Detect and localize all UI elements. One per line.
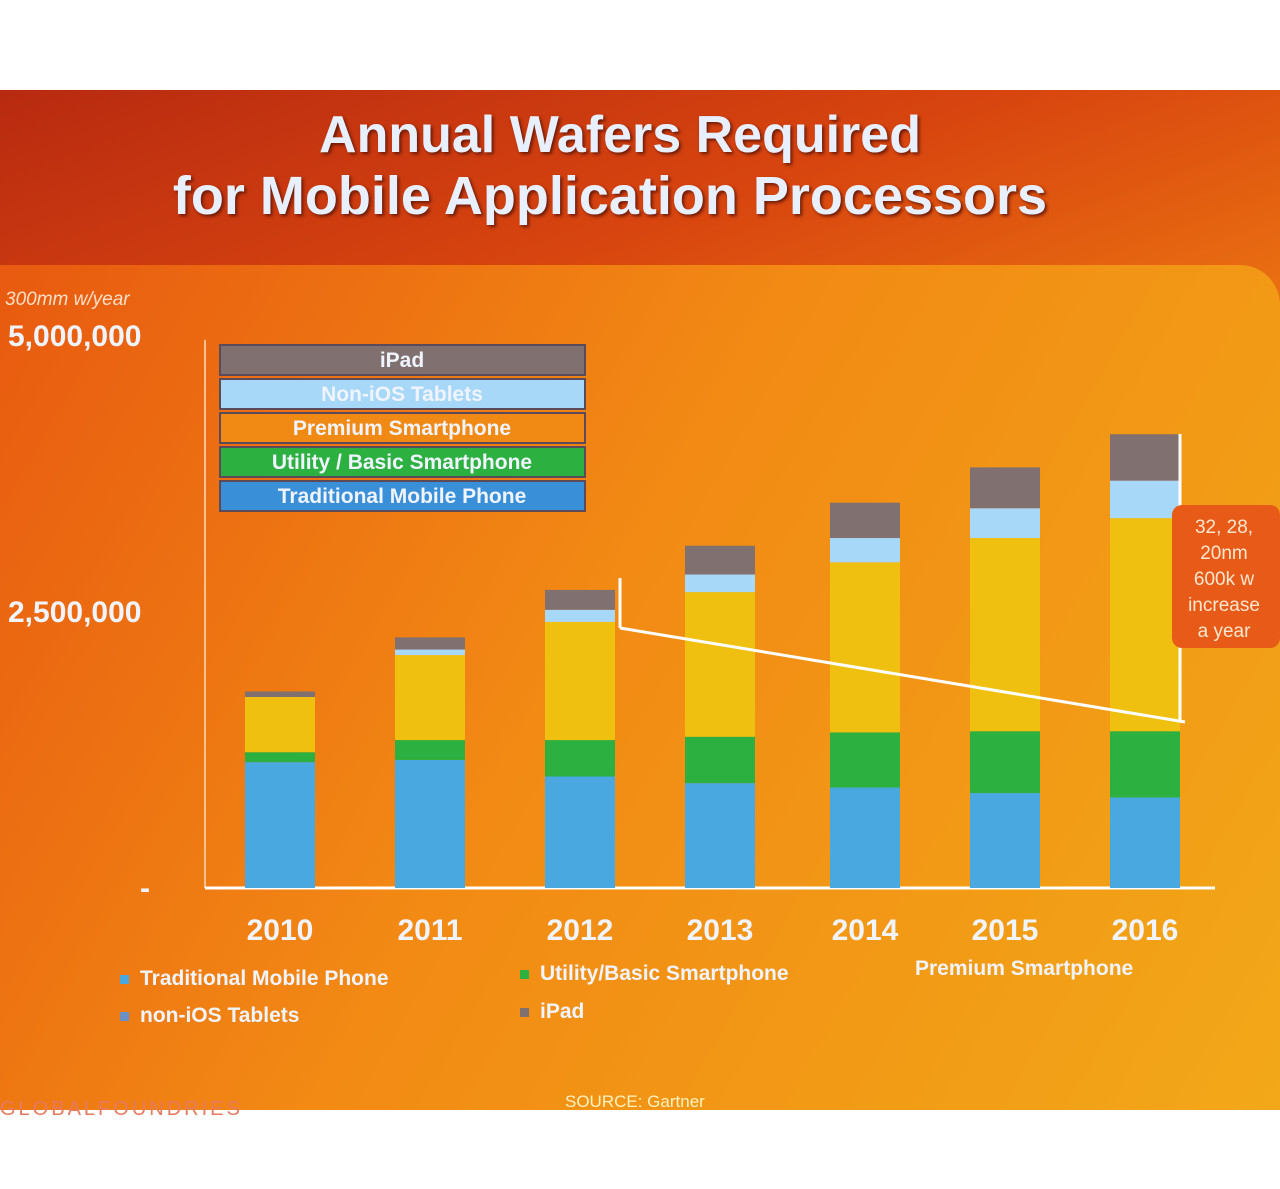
bar-segment-premium-smartphone — [830, 562, 900, 733]
bar-segment-traditional-mobile-phone — [545, 776, 615, 888]
bar-segment-utility-basic-smartphone — [245, 752, 315, 763]
bar-segment-utility-basic-smartphone — [685, 736, 755, 784]
inset-legend-swatch — [219, 344, 586, 376]
bar-segment-utility-basic-smartphone — [830, 732, 900, 788]
legend-swatch — [120, 1012, 129, 1021]
inset-legend-label: Premium Smartphone — [293, 417, 511, 440]
legend-swatch — [120, 975, 129, 984]
bar-segment-utility-basic-smartphone — [545, 740, 615, 777]
bar-segment-ipad — [830, 502, 900, 539]
bar-segment-ipad — [685, 545, 755, 575]
bar-segment-traditional-mobile-phone — [245, 762, 315, 888]
bar-segment-premium-smartphone — [1110, 518, 1180, 732]
annotation-text: a year — [1198, 621, 1251, 642]
y-tick-label: 5,000,000 — [8, 320, 141, 353]
bar-segment-non-ios-tablets — [830, 538, 900, 563]
x-tick-label: 2016 — [1112, 914, 1179, 947]
footer-logo: GLOBALFOUNDRIES — [0, 1098, 243, 1120]
legend-swatch — [520, 970, 529, 979]
legend-label: Premium Smartphone — [915, 957, 1133, 980]
bar-segment-premium-smartphone — [970, 538, 1040, 732]
bar-segment-traditional-mobile-phone — [685, 783, 755, 888]
inset-legend-label: Non-iOS Tablets — [321, 383, 483, 406]
x-tick-label: 2013 — [687, 914, 754, 947]
inset-legend-swatch — [219, 412, 586, 444]
annotation-text: 20nm — [1200, 543, 1248, 564]
x-tick-label: 2014 — [832, 914, 899, 947]
legend-label: non-iOS Tablets — [140, 1004, 299, 1027]
chart-panel — [0, 265, 1280, 1110]
bar-segment-premium-smartphone — [545, 621, 615, 741]
bar-segment-premium-smartphone — [245, 697, 315, 753]
inset-legend-swatch — [219, 480, 586, 512]
inset-legend-label: iPad — [380, 349, 424, 372]
bar-segment-non-ios-tablets — [545, 609, 615, 622]
bar-segment-traditional-mobile-phone — [395, 759, 465, 888]
bar-segment-premium-smartphone — [685, 592, 755, 737]
inset-legend-label: Traditional Mobile Phone — [278, 485, 527, 508]
bar-segment-ipad — [1110, 434, 1180, 481]
y-tick-label: - — [140, 872, 150, 905]
x-tick-label: 2011 — [397, 914, 462, 947]
annotation-text: 600k w — [1194, 569, 1254, 590]
annotation-text: 32, 28, — [1195, 517, 1253, 538]
legend-swatch — [520, 1008, 529, 1017]
trend-line — [619, 626, 1186, 724]
bar-segment-ipad — [545, 589, 615, 610]
bar-segment-ipad — [245, 691, 315, 698]
inset-legend-swatch — [219, 378, 586, 410]
bar-segment-ipad — [395, 637, 465, 650]
bar-segment-utility-basic-smartphone — [395, 740, 465, 760]
bar-segment-traditional-mobile-phone — [830, 787, 900, 888]
bar-segment-premium-smartphone — [395, 655, 465, 741]
bar-segment-traditional-mobile-phone — [970, 793, 1040, 888]
bar-segment-ipad — [970, 467, 1040, 509]
bar-segment-traditional-mobile-phone — [1110, 797, 1180, 888]
inset-legend-label: Utility / Basic Smartphone — [272, 451, 532, 474]
x-tick-label: 2012 — [547, 914, 614, 947]
y-axis-label: 300mm w/year — [5, 289, 130, 310]
inset-legend-swatch — [219, 446, 586, 478]
x-tick-label: 2015 — [972, 914, 1039, 947]
x-tick-label: 2010 — [247, 914, 314, 947]
bar-segment-non-ios-tablets — [395, 649, 465, 656]
chart-title-line1: Annual Wafers Required — [319, 106, 921, 164]
bar-segment-utility-basic-smartphone — [970, 731, 1040, 794]
legend-label: Utility/Basic Smartphone — [540, 962, 789, 985]
bar-segment-utility-basic-smartphone — [1110, 731, 1180, 798]
chart-title-line2: for Mobile Application Processors — [172, 166, 1048, 226]
legend-label: iPad — [540, 1000, 584, 1023]
bar-segment-non-ios-tablets — [685, 574, 755, 593]
annotation-text: increase — [1188, 595, 1260, 616]
source-text: SOURCE: Gartner — [565, 1092, 705, 1111]
y-tick-label: 2,500,000 — [8, 596, 141, 629]
bar-segment-non-ios-tablets — [970, 508, 1040, 539]
bar-segment-non-ios-tablets — [1110, 480, 1180, 519]
legend-label: Traditional Mobile Phone — [140, 967, 389, 990]
annotation-box — [1172, 505, 1280, 648]
